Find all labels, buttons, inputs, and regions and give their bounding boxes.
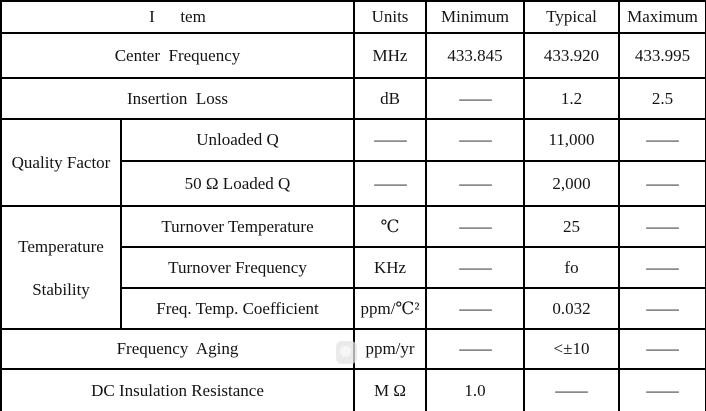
- cell-min: —: [425, 205, 525, 248]
- cell-typ: fo: [523, 246, 620, 289]
- row-freq-temp-coefficient: Freq. Temp. Coefficient ppm/℃² — 0.032 —: [1, 287, 706, 330]
- cell-typ: 0.032: [523, 287, 620, 330]
- header-units: Units: [353, 0, 427, 34]
- row-loaded-q: 50 Ω Loaded Q — — 2,000 —: [1, 160, 706, 207]
- cell-max: —: [618, 160, 706, 207]
- header-row: I tem Units Minimum Typical Maximum: [0, 0, 706, 34]
- cell-group-quality-factor: Quality Factor: [0, 118, 122, 207]
- cell-min: 433.845: [425, 32, 525, 79]
- row-turnover-frequency: Turnover Frequency KHz — fo —: [1, 246, 706, 289]
- cell-max: —: [618, 328, 706, 370]
- cell-unit: ppm/℃²: [353, 287, 427, 330]
- cell-unit: dB: [353, 77, 427, 120]
- cell-item: Center Frequency: [0, 32, 355, 79]
- cell-item: 50 Ω Loaded Q: [120, 160, 355, 207]
- cell-item: Unloaded Q: [120, 118, 355, 162]
- cell-min: —: [425, 118, 525, 162]
- cell-typ: 11,000: [523, 118, 620, 162]
- cell-item: Insertion Loss: [0, 77, 355, 120]
- row-unloaded-q: Quality Factor Unloaded Q — — 11,000 —: [0, 118, 706, 207]
- cell-unit: ℃: [353, 205, 427, 248]
- row-turnover-temperature: Temperature Stability Turnover Temperatu…: [0, 205, 706, 330]
- cell-unit: M Ω: [353, 368, 427, 411]
- cell-item: DC Insulation Resistance: [0, 368, 355, 411]
- cell-max: 433.995: [618, 32, 706, 79]
- cell-item: Freq. Temp. Coefficient: [120, 287, 355, 330]
- cell-typ: 2,000: [523, 160, 620, 207]
- cell-max: —: [618, 246, 706, 289]
- cell-unit: KHz: [353, 246, 427, 289]
- row-center-frequency: Center Frequency MHz 433.845 433.920 433…: [0, 32, 706, 79]
- cell-max: —: [618, 368, 706, 411]
- header-item: I tem: [0, 0, 355, 34]
- cell-typ: 25: [523, 205, 620, 248]
- row-dc-insulation-resistance: DC Insulation Resistance M Ω 1.0 — —: [0, 368, 706, 411]
- cell-typ: —: [523, 368, 620, 411]
- cell-unit: MHz: [353, 32, 427, 79]
- header-maximum: Maximum: [618, 0, 706, 34]
- cell-item: Turnover Frequency: [120, 246, 355, 289]
- cell-min: —: [425, 77, 525, 120]
- cell-max: —: [618, 205, 706, 248]
- cell-typ: <±10: [523, 328, 620, 370]
- cell-typ: 1.2: [523, 77, 620, 120]
- cell-item: Frequency Aging: [0, 328, 355, 370]
- row-insertion-loss: Insertion Loss dB — 1.2 2.5: [0, 77, 706, 120]
- cell-typ: 433.920: [523, 32, 620, 79]
- cell-max: —: [618, 287, 706, 330]
- header-typical: Typical: [523, 0, 620, 34]
- cell-max: 2.5: [618, 77, 706, 120]
- cell-group-temperature-stability: Temperature Stability: [0, 205, 122, 330]
- cell-min: —: [425, 328, 525, 370]
- cell-min: —: [425, 246, 525, 289]
- cell-unit: ppm/yr: [353, 328, 427, 370]
- cell-min: 1.0: [425, 368, 525, 411]
- cell-max: —: [618, 118, 706, 162]
- header-minimum: Minimum: [425, 0, 525, 34]
- cell-unit: —: [353, 160, 427, 207]
- cell-min: —: [425, 287, 525, 330]
- row-frequency-aging: Frequency Aging ppm/yr — <±10 —: [0, 328, 706, 370]
- cell-min: —: [425, 160, 525, 207]
- cell-item: Turnover Temperature: [120, 205, 355, 248]
- cell-unit: —: [353, 118, 427, 162]
